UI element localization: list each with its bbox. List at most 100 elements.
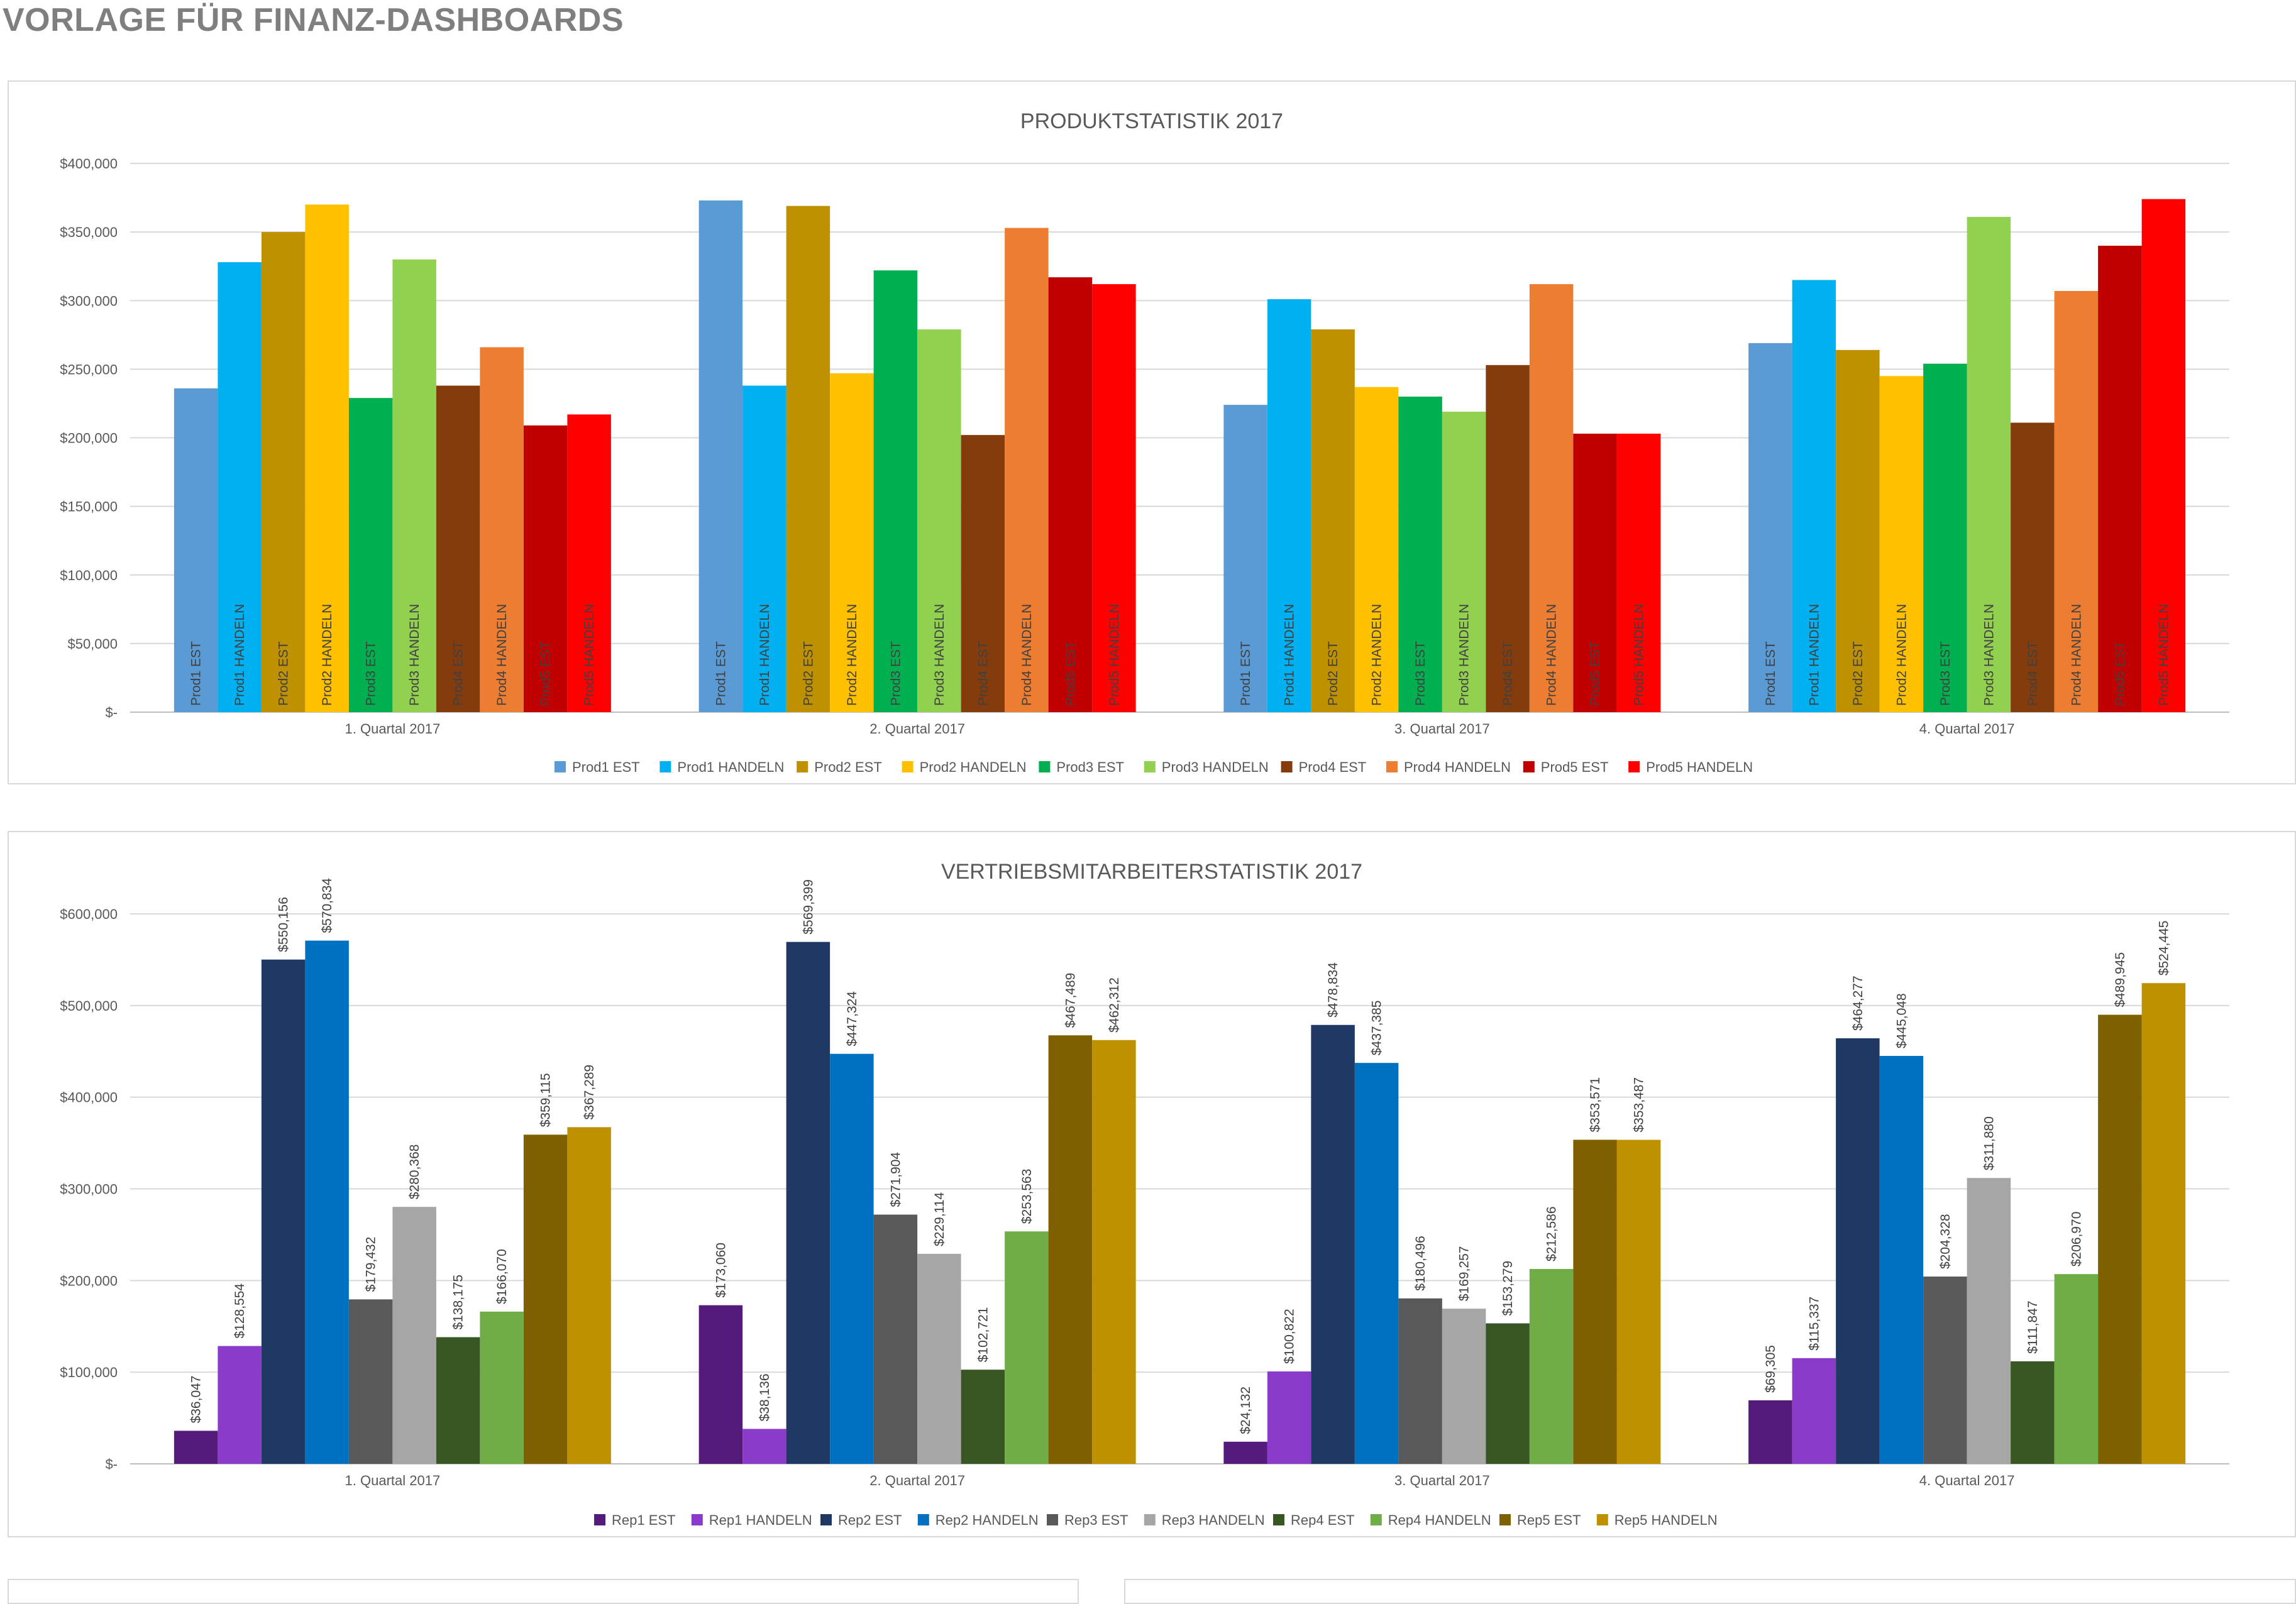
chart1-legend-swatch-prod5-est xyxy=(1523,761,1535,772)
chart1-bar-prod4-handeln xyxy=(1005,228,1049,712)
chart1-bar-label: Prod4 HANDELN xyxy=(2069,604,2084,706)
chart2-bar-rep3-handeln xyxy=(1442,1309,1486,1464)
chart1-bar-label: Prod1 EST xyxy=(714,641,728,706)
chart1-bar-prod5-est xyxy=(2098,245,2142,712)
chart1-bar-prod4-est xyxy=(961,435,1005,712)
chart1-bar-label: Prod3 HANDELN xyxy=(1457,604,1472,706)
chart2-data-label: $445,048 xyxy=(1894,993,1909,1048)
chart1-legend-label: Prod3 EST xyxy=(1056,759,1124,775)
sales-rep-statistics-chart: VERTRIEBSMITARBEITERSTATISTIK 2017 $- $100… xyxy=(60,860,2229,1528)
chart1-bar-label: Prod2 EST xyxy=(1851,641,1865,706)
chart1-bar-label: Prod2 EST xyxy=(801,641,815,706)
sales-rep-chart-panel: VERTRIEBSMITARBEITERSTATISTIK 2017 $- $100… xyxy=(8,831,2296,1537)
chart2-legend-swatch-rep2-est xyxy=(820,1514,832,1525)
chart1-bar-label: Prod1 EST xyxy=(1239,641,1253,706)
chart2-bar-rep2-handeln xyxy=(1879,1055,1924,1464)
chart1-bar-prod4-handeln xyxy=(2054,290,2099,712)
chart1-bar-label: Prod2 HANDELN xyxy=(320,604,334,706)
chart1-bar-prod5-est xyxy=(1573,433,1617,712)
chart2-bar-rep1-handeln xyxy=(1792,1358,1836,1464)
chart1-legend-label: Prod1 HANDELN xyxy=(677,759,784,775)
chart2-legend-label: Rep3 HANDELN xyxy=(1162,1512,1265,1528)
chart1-bar-prod1-handeln xyxy=(742,385,786,712)
chart2-bar-rep1-handeln xyxy=(1267,1371,1311,1464)
chart1-legend-swatch-prod1-est xyxy=(555,761,566,772)
chart2-ytick-label: $500,000 xyxy=(60,998,118,1014)
chart1-bar-prod5-handeln xyxy=(567,414,611,712)
chart2-ytick-label: $100,000 xyxy=(60,1365,118,1380)
chart2-data-label: $467,489 xyxy=(1063,973,1078,1028)
product-statistics-chart: PRODUKTSTATISTIK 2017 $- $50,000 $100,000 $1… xyxy=(60,109,2229,775)
chart1-bar-prod3-est xyxy=(1398,397,1442,712)
chart2-legend-swatch-rep2-handeln xyxy=(917,1514,929,1525)
chart2-data-label: $437,385 xyxy=(1370,1001,1384,1056)
chart2-data-label: $280,368 xyxy=(407,1145,422,1200)
chart2-data-label: $253,563 xyxy=(1020,1169,1034,1224)
chart1-ytick-label: $350,000 xyxy=(60,224,118,240)
chart2-bar-rep2-est xyxy=(1836,1038,1880,1464)
chart2-bar-rep5-est xyxy=(1048,1035,1093,1464)
chart2-bar-rep2-est xyxy=(1311,1024,1355,1464)
chart2-data-label: $478,834 xyxy=(1326,962,1340,1018)
chart1-bar-label: Prod3 EST xyxy=(1413,641,1428,706)
chart1-bar-label: Prod1 HANDELN xyxy=(1807,604,1821,706)
chart2-data-label: $367,289 xyxy=(582,1065,597,1120)
chart1-bar-label: Prod4 EST xyxy=(976,641,990,706)
chart1-bar-prod4-est xyxy=(1486,365,1530,712)
chart2-legend-label: Rep1 HANDELN xyxy=(709,1512,812,1528)
chart2-legend-swatch-rep1-est xyxy=(594,1514,605,1525)
chart2-bar-rep1-est xyxy=(698,1305,743,1464)
chart2-bar-rep2-handeln xyxy=(1354,1063,1399,1464)
chart2-data-label: $111,847 xyxy=(2026,1300,2040,1353)
chart1-bar-prod2-handeln xyxy=(830,373,874,712)
chart2-bar-rep5-handeln xyxy=(1616,1140,1661,1464)
chart2-bar-rep5-handeln xyxy=(2141,983,2186,1464)
chart2-bar-rep4-handeln xyxy=(480,1311,524,1464)
chart1-bar-prod4-est xyxy=(2011,422,2055,712)
chart2-legend-swatch-rep3-handeln xyxy=(1144,1514,1156,1525)
chart1-bar-prod1-handeln xyxy=(1792,280,1836,712)
chart1-bar-label: Prod2 EST xyxy=(1326,641,1340,706)
chart2-bar-rep2-handeln xyxy=(305,940,349,1464)
chart1-bar-label: Prod3 EST xyxy=(1938,641,1953,706)
product-chart-panel: PRODUKTSTATISTIK 2017 $- $50,000 $100,000 $1… xyxy=(8,80,2296,784)
chart1-legend-swatch-prod4-est xyxy=(1281,761,1293,772)
chart2-data-label: $489,945 xyxy=(2113,952,2128,1008)
chart1-legend-label: Prod4 EST xyxy=(1299,759,1367,775)
chart1-ytick-label: $300,000 xyxy=(60,293,118,309)
chart1-bar-label: Prod3 HANDELN xyxy=(932,604,947,706)
chart2-bar-rep3-est xyxy=(1923,1277,1967,1464)
chart1-legend-label: Prod5 HANDELN xyxy=(1646,759,1753,775)
chart2-legend-label: Rep4 HANDELN xyxy=(1388,1512,1491,1528)
chart1-bar-prod3-handeln xyxy=(917,329,961,712)
chart1-bar-prod1-est xyxy=(1748,343,1792,712)
chart2-data-label: $353,571 xyxy=(1588,1077,1603,1133)
chart1-bar-label: Prod5 HANDELN xyxy=(1107,604,1122,706)
chart1-bar-prod5-est xyxy=(523,425,568,712)
chart2-legend-swatch-rep3-est xyxy=(1047,1514,1058,1525)
chart1-bar-prod1-handeln xyxy=(218,262,262,712)
chart1-bar-prod1-est xyxy=(1223,405,1267,712)
chart2-legend-swatch-rep4-est xyxy=(1273,1514,1284,1525)
chart1-legend-label: Prod2 EST xyxy=(814,759,882,775)
chart1-bar-label: Prod3 HANDELN xyxy=(1982,604,1996,706)
chart2-data-label: $138,175 xyxy=(451,1275,466,1330)
chart1-legend-label: Prod3 HANDELN xyxy=(1162,759,1269,775)
chart2-data-label: $550,156 xyxy=(277,897,291,952)
chart1-legend-swatch-prod4-handeln xyxy=(1386,761,1398,772)
chart2-legend-swatch-rep4-handeln xyxy=(1370,1514,1382,1525)
chart2-bar-rep1-handeln xyxy=(218,1346,262,1464)
chart2-bar-rep4-est xyxy=(436,1337,480,1464)
chart1-bar-label: Prod5 EST xyxy=(1588,641,1603,706)
chart1-bar-label: Prod3 HANDELN xyxy=(407,604,422,706)
chart2-data-label: $524,445 xyxy=(2156,921,2171,976)
chart2-legend-swatch-rep1-handeln xyxy=(691,1514,703,1525)
chart2-data-label: $115,337 xyxy=(1807,1297,1821,1351)
chart1-ytick-label: $400,000 xyxy=(60,156,118,172)
chart1-xtick-label: 1. Quartal 2017 xyxy=(345,721,441,737)
chart1-bar-prod2-handeln xyxy=(305,204,349,713)
chart1-bar-prod4-handeln xyxy=(480,347,524,712)
chart2-data-label: $212,586 xyxy=(1545,1206,1559,1261)
chart1-xtick-label: 4. Quartal 2017 xyxy=(1919,721,2015,737)
chart2-legend-label: Rep1 EST xyxy=(612,1512,676,1528)
